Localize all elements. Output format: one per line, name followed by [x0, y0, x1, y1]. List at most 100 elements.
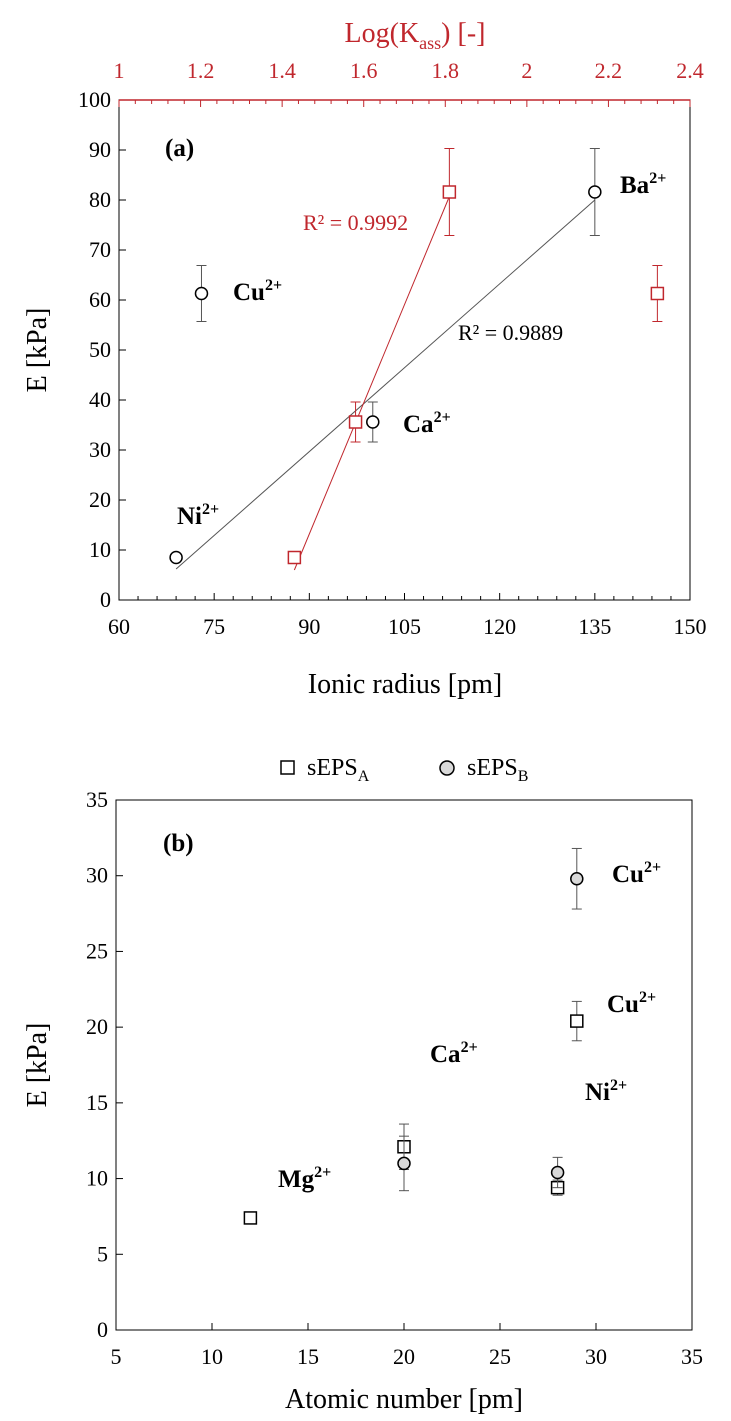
x-tick-label: 5	[111, 1344, 122, 1369]
y-tick-label: 20	[86, 1014, 108, 1039]
ion-cu-b2-sup: 2+	[644, 859, 661, 876]
panel-b-x-ticks: 5 10 15 20 25 30 35	[111, 1323, 703, 1369]
ion-cu-sup: 2+	[265, 277, 282, 294]
data-point-circle	[169, 550, 183, 565]
y-tick-label: 70	[89, 237, 111, 262]
data-point-circle	[194, 286, 209, 301]
ion-label-ni-b: Ni2+	[585, 1077, 627, 1106]
y-tick-label: 30	[89, 437, 111, 462]
x-tick-label: 25	[489, 1344, 511, 1369]
y-tick-label: 50	[89, 337, 111, 362]
x-tick-label: 10	[201, 1344, 223, 1369]
data-point-square	[442, 185, 457, 199]
ion-label-ba-a: Ba2+	[620, 170, 666, 199]
data-point-circle	[550, 1165, 565, 1180]
ion-ni-b-base: Ni	[585, 1079, 610, 1106]
ion-ca-b-sup: 2+	[461, 1039, 478, 1056]
panel-a-label: (a)	[165, 135, 194, 162]
ion-ca-base: Ca	[403, 411, 434, 438]
ion-ni-sup: 2+	[202, 501, 219, 518]
y-tick-label: 35	[86, 787, 108, 812]
x-tick-label: 120	[483, 614, 516, 639]
y-tick-label: 0	[97, 1317, 108, 1342]
panel-b-label: (b)	[163, 830, 194, 857]
y-tick-label: 25	[86, 938, 108, 963]
ion-mg-base: Mg	[278, 1166, 315, 1193]
legend-a-sub: A	[358, 768, 370, 785]
y-tick-label: 90	[89, 137, 111, 162]
ion-ba-base: Ba	[620, 172, 650, 199]
ion-label-cu-b-upper: Cu2+	[612, 859, 661, 888]
y-tick-label: 10	[89, 537, 111, 562]
top-axis-title-main: Log(K	[345, 18, 420, 49]
x-tick-label: 30	[585, 1344, 607, 1369]
y-tick-label: 20	[89, 487, 111, 512]
top-axis-title-sub: ass	[419, 33, 441, 53]
ion-label-ni-a: Ni2+	[177, 501, 219, 530]
data-point-square	[243, 1211, 258, 1225]
panel-a-y-axis-title: E [kPa]	[22, 308, 53, 393]
x-tick-label: 150	[674, 614, 707, 639]
top-tick-label: 1.4	[268, 58, 296, 83]
r2-label-red: R² = 0.9992	[303, 210, 408, 235]
top-tick-label: 1.6	[350, 58, 378, 83]
ion-ni-b-sup: 2+	[610, 1077, 627, 1094]
y-tick-label: 80	[89, 187, 111, 212]
x-tick-label: 135	[578, 614, 611, 639]
data-point-circle	[366, 415, 380, 429]
ion-label-mg-b: Mg2+	[278, 1164, 331, 1193]
panel-b-marks	[243, 847, 584, 1225]
panel-b-y-ticks: 0 5 10 15 20 25 30 35	[86, 787, 123, 1342]
data-point-square	[650, 286, 665, 301]
y-tick-label: 10	[86, 1166, 108, 1191]
fit-line-log-kass	[293, 196, 450, 571]
y-tick-label: 60	[89, 287, 111, 312]
ion-ni-base: Ni	[177, 503, 202, 530]
legend-b-sub: B	[518, 768, 529, 785]
r2-label-black: R² = 0.9889	[458, 320, 563, 345]
data-point-circle	[397, 1156, 411, 1171]
top-axis-title-tail: ) [-]	[441, 18, 485, 49]
ion-label-cu-a: Cu2+	[233, 277, 282, 306]
x-tick-label: 15	[297, 1344, 319, 1369]
ion-label-cu-b-lower: Cu2+	[607, 989, 656, 1018]
legend-label-seps-a: sEPSA	[307, 755, 370, 785]
panel-a-x-ticks: 60 75 90 105 120 135 150	[108, 593, 707, 639]
panel-a-plot-frame	[118, 99, 691, 601]
y-tick-label: 40	[89, 387, 111, 412]
panel-b-y-axis-title: E [kPa]	[22, 1023, 53, 1108]
x-tick-label: 105	[388, 614, 421, 639]
data-point-square	[287, 550, 302, 565]
data-point-circle	[570, 871, 584, 886]
data-point-square	[570, 1014, 584, 1028]
ion-ca-sup: 2+	[434, 409, 451, 426]
data-point-circle	[588, 185, 602, 199]
ion-cu-b1-base: Cu	[607, 991, 639, 1018]
legend-a-base: sEPS	[307, 755, 358, 781]
legend-square-marker	[280, 760, 295, 775]
ion-cu-b1-sup: 2+	[639, 989, 656, 1006]
ion-mg-sup: 2+	[314, 1164, 331, 1181]
panel-a-x-axis-title: Ionic radius [pm]	[308, 669, 502, 700]
panel-b-plot-frame	[115, 799, 693, 1331]
y-tick-label: 30	[86, 863, 108, 888]
ion-cu-b2-base: Cu	[612, 861, 644, 888]
top-tick-label: 1.2	[187, 58, 215, 83]
panel-b-x-axis-title: Atomic number [pm]	[285, 1384, 523, 1415]
panel-a-top-x-ticks: 1 1.2 1.4 1.6 1.8 2 2.2 2.4	[114, 58, 704, 107]
x-tick-label: 90	[298, 614, 320, 639]
y-tick-label: 100	[78, 87, 111, 112]
top-tick-label: 1	[114, 58, 125, 83]
legend-b-base: sEPS	[467, 755, 518, 781]
top-tick-label: 2.4	[676, 58, 704, 83]
legend-circle-marker	[439, 760, 455, 776]
panel-a-y-ticks: 0 10 20 30 40 50 60 70 80 90 100	[78, 87, 126, 612]
y-tick-label: 0	[100, 587, 111, 612]
panel-a-marks	[169, 148, 665, 565]
panel-a-top-axis-title: Log(Kass) [-]	[345, 18, 486, 53]
ion-label-ca-a: Ca2+	[403, 409, 451, 438]
legend-label-seps-b: sEPSB	[467, 755, 528, 785]
x-tick-label: 35	[681, 1344, 703, 1369]
